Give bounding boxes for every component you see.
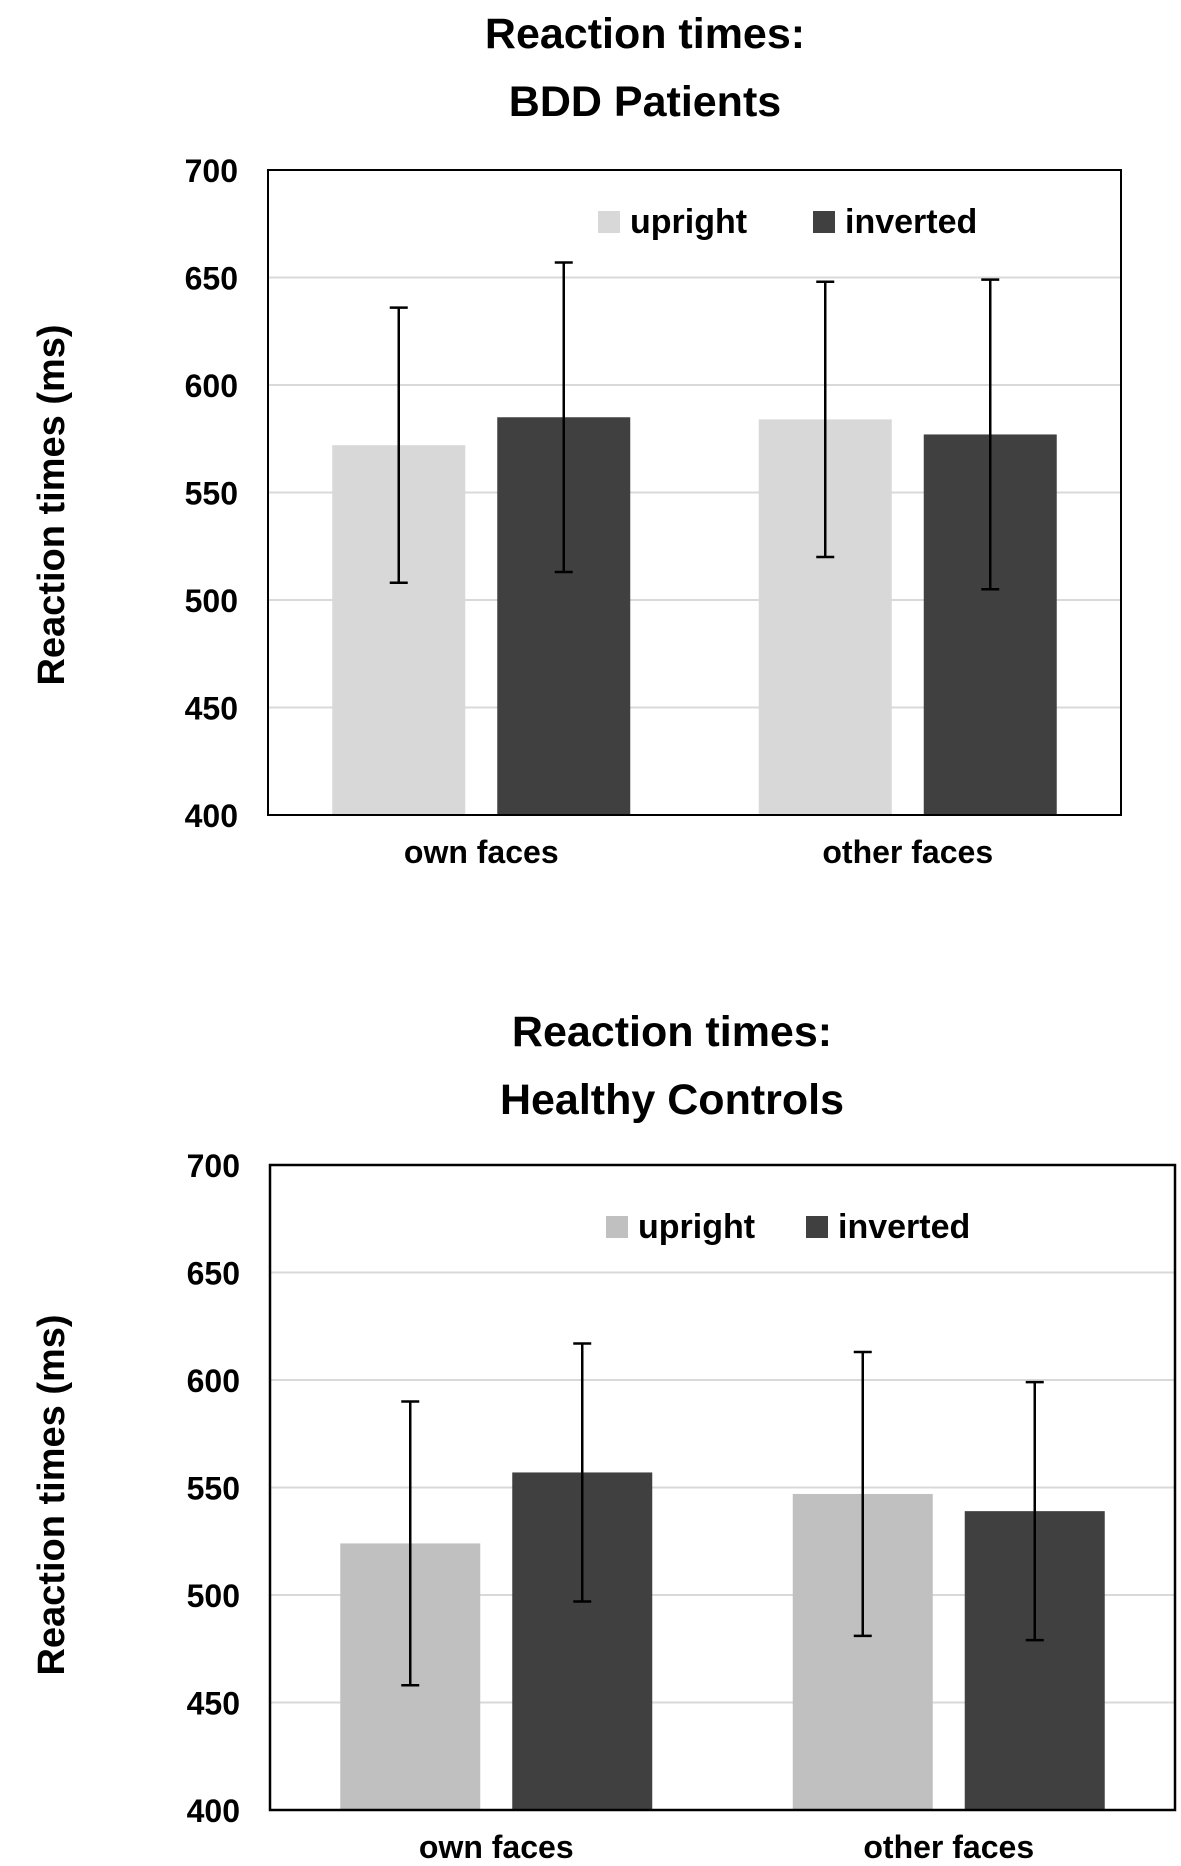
x-category-label: own faces [404, 834, 559, 870]
legend-swatch-inverted [806, 1216, 828, 1238]
chart-title: Reaction times: [512, 1008, 832, 1056]
bars [340, 1472, 1105, 1810]
legend-label-upright: upright [630, 203, 747, 241]
chart-title: Reaction times: [485, 10, 805, 58]
chart-bdd-patients: Reaction times: BDD Patients Reaction ti… [31, 10, 1122, 870]
error-bars [401, 1342, 1044, 1687]
legend-label-inverted: inverted [845, 203, 977, 241]
legend-swatch-upright [598, 211, 620, 233]
legend-label-upright: upright [638, 1208, 755, 1246]
y-tick-label: 700 [187, 1148, 240, 1184]
y-tick-label: 500 [185, 583, 238, 619]
y-tick-label: 650 [185, 261, 238, 297]
x-category-label: other faces [863, 1829, 1034, 1865]
legend-swatch-upright [606, 1216, 628, 1238]
y-tick-label: 700 [185, 153, 238, 189]
y-tick-label: 550 [185, 476, 238, 512]
x-category-labels: own faces other faces [419, 1829, 1034, 1865]
x-category-labels: own faces other faces [404, 834, 993, 870]
y-tick-label: 600 [187, 1363, 240, 1399]
y-tick-label: 400 [185, 798, 238, 834]
legend-label-inverted: inverted [838, 1208, 970, 1246]
legend: upright inverted [606, 1208, 970, 1246]
y-tick-label: 400 [187, 1793, 240, 1829]
plot-frame [268, 1163, 1177, 1812]
legend: upright inverted [598, 203, 977, 241]
y-tick-label: 500 [187, 1578, 240, 1614]
y-tick-label: 450 [185, 691, 238, 727]
y-tick-label: 450 [187, 1686, 240, 1722]
chart-healthy-controls: Reaction times: Healthy Controls Reactio… [31, 1008, 1177, 1865]
legend-swatch-inverted [813, 211, 835, 233]
error-bars [389, 261, 1000, 591]
x-category-label: own faces [419, 1829, 574, 1865]
chart-subtitle: Healthy Controls [500, 1076, 844, 1124]
y-tick-label: 650 [187, 1256, 240, 1292]
y-tick-label: 600 [185, 368, 238, 404]
y-tick-labels: 400 450 500 550 600 650 700 [187, 1148, 240, 1829]
bars [332, 417, 1057, 815]
y-tick-label: 550 [187, 1471, 240, 1507]
chart-subtitle: BDD Patients [509, 78, 781, 126]
y-axis-label: Reaction times (ms) [31, 1314, 73, 1675]
y-axis-label: Reaction times (ms) [31, 324, 73, 685]
y-tick-labels: 400 450 500 550 600 650 700 [185, 153, 238, 834]
x-category-label: other faces [822, 834, 993, 870]
plot-frame [267, 169, 1122, 816]
